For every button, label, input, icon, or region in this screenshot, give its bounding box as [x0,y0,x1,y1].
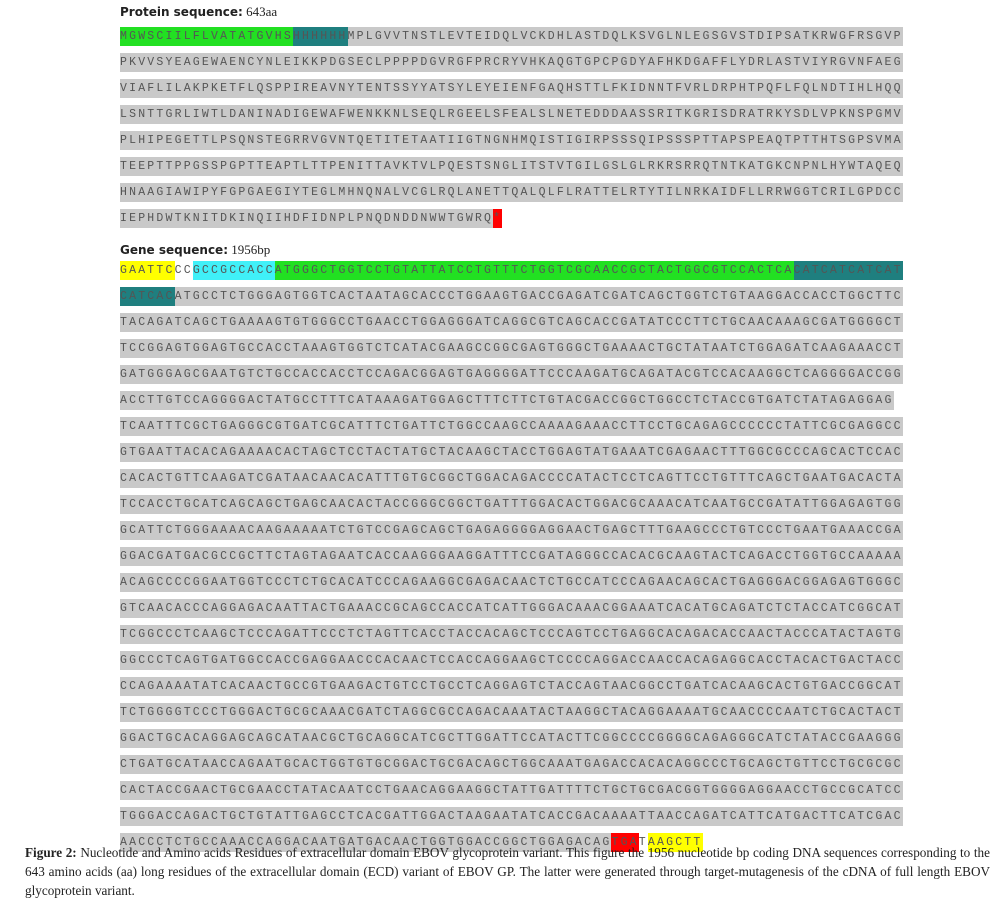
highlighted-segment: GCCGCCACC [192,261,275,280]
highlighted-segment: TGA [611,833,639,852]
highlighted-segment: * [493,209,503,228]
sequence-line: CATCACATGCCTCTGGGAGTGGTCACTAATAGCACCCTGG… [120,287,920,306]
protein-block: Protein sequence: 643aa MGWSCIILFLVATATG… [120,4,920,228]
sequence-line: TCAATTTCGCTGAGGGCGTGATCGCATTTCTGATTCTGGC… [120,417,920,436]
gene-block: Gene sequence: 1956bp GAATTCCCGCCGCCACCA… [120,242,920,852]
sequence-segment: TCCACCTGCATCAGCAGCTGAGCAACACTACCGGGCGGCT… [120,495,903,514]
sequence-segment: CACTACCGAACTGCGAACCTATACAATCCTGAACAGGAAG… [120,781,903,800]
sequence-segment: IEPHDWTKNITDKINQIIHDFIDNPLPNQDNDDNWWTGWR… [120,209,494,228]
sequence-line: CCAGAAAATATCACAACTGCCGTGAAGACTGTCCTGCCTC… [120,677,920,696]
highlighted-segment: CATCATCATCAT [793,261,903,280]
sequence-segment: CCAGAAAATATCACAACTGCCGTGAAGACTGTCCTGCCTC… [120,677,903,696]
highlighted-segment: GAATTC [120,261,175,280]
protein-label: Protein sequence: [120,5,243,19]
sequence-segment: TEEPTTPPGSSPGPTTEAPTLTTPENITTAVKTVLPQEST… [120,157,903,176]
sequence-segment: TGGGACCAGACTGCTGTATTGAGCCTCACGATTGGACTAA… [120,807,903,826]
caption: Figure 2: Nucleotide and Amino acids Res… [25,843,990,900]
sequence-segment: CTGATGCATAACCAGAATGCACTGGTGTGCGGACTGCGAC… [120,755,903,774]
sequence-segment: MPLGVVTNSTLEVTEIDQLVCKDHLASTDQLKSVGLNLEG… [347,27,903,46]
sequence-line: GGACGATGACGCCGCTTCTAGTAGAATCACCAAGGGAAGG… [120,547,920,566]
sequence-line: GCATTCTGGGAAAACAAGAAAAATCTGTCCGAGCAGCTGA… [120,521,920,540]
sequence-segment: AACCCTCTGCCAAACCAGGACAATGATGACAACTGGTGGA… [120,833,612,852]
sequence-line: TGGGACCAGACTGCTGTATTGAGCCTCACGATTGGACTAA… [120,807,920,826]
sequence-segment: LSNTTGRLIWTLDANINADIGEWAFWENKKNLSEQLRGEE… [120,105,903,124]
sequence-line: TEEPTTPPGSSPGPTTEAPTLTTPENITTAVKTVLPQEST… [120,157,920,176]
sequence-line: GATGGGAGCGAATGTCTGCCACCACCTCCAGACGGAGTGA… [120,365,920,384]
gene-header: Gene sequence: 1956bp [120,242,920,258]
caption-label: Figure 2: [25,845,77,860]
sequence-line: ACCTTGTCCAGGGGACTATGCCTTTCATAAAGATGGAGCT… [120,391,920,410]
sequence-segment: GTGAATTACACAGAAAACACTAGCTCCTACTATGCTACAA… [120,443,903,462]
sequence-segment: GGACTGCACAGGAGCAGCATAACGCTGCAGGCATCGCTTG… [120,729,903,748]
caption-text: Nucleotide and Amino acids Residues of e… [25,845,990,898]
sequence-line: IEPHDWTKNITDKINQIIHDFIDNPLPNQDNDDNWWTGWR… [120,209,920,228]
sequence-line: LSNTTGRLIWTLDANINADIGEWAFWENKKNLSEQLRGEE… [120,105,920,124]
sequence-line: HNAAGIAWIPYFGPGAEGIYTEGLMHNQNALVCGLRQLAN… [120,183,920,202]
sequence-line: ACAGCCCCGGAATGGTCCCTCTGCACATCCCAGAAGGCGA… [120,573,920,592]
sequence-line: GTCAACACCCAGGAGACAATTACTGAAACCGCAGCCACCA… [120,599,920,618]
sequence-segment: TCAATTTCGCTGAGGGCGTGATCGCATTTCTGATTCTGGC… [120,417,903,436]
sequence-line: TCCGGAGTGGAGTGCCACCTAAAGTGGTCTCATACGAAGC… [120,339,920,358]
highlighted-segment: AAGCTT [647,833,703,852]
sequence-segment: TACAGATCAGCTGAAAAGTGTGGGCCTGAACCTGGAGGGA… [120,313,903,332]
highlighted-segment: MGWSCIILFLVATATGVHS [120,27,293,46]
highlighted-segment: ATGGGCTGGTCCTGTATTATCCTGTTTCTGGTCGCAACCG… [274,261,794,280]
sequence-line: CTGATGCATAACCAGAATGCACTGGTGTGCGGACTGCGAC… [120,755,920,774]
sequence-line: GGACTGCACAGGAGCAGCATAACGCTGCAGGCATCGCTTG… [120,729,920,748]
protein-length: 643aa [246,4,278,19]
sequence-segment: PKVVSYEAGEWAENCYNLEIKKPDGSECLPPPPDGVRGFP… [120,53,903,72]
sequence-segment: TCCGGAGTGGAGTGCCACCTAAAGTGGTCTCATACGAAGC… [120,339,903,358]
gene-sequence: GAATTCCCGCCGCCACCATGGGCTGGTCCTGTATTATCCT… [120,261,920,852]
sequence-line: PLHIPEGETTLPSQNSTEGRRVGVNTQETITETAATIIGT… [120,131,920,150]
sequence-segment: HNAAGIAWIPYFGPGAEGIYTEGLMHNQNALVCGLRQLAN… [120,183,903,202]
sequence-segment: ATGCCTCTGGGAGTGGTCACTAATAGCACCCTGGAAGTGA… [174,287,903,306]
sequence-segment: GTCAACACCCAGGAGACAATTACTGAAACCGCAGCCACCA… [120,599,903,618]
sequence-line: CACACTGTTCAAGATCGATAACAACACATTTGTGCGGCTG… [120,469,920,488]
sequence-line: TCTGGGGTCCCTGGGACTGCGCAAACGATCTAGGCGCCAG… [120,703,920,722]
highlighted-segment: T [638,833,648,852]
sequence-segment: GATGGGAGCGAATGTCTGCCACCACCTCCAGACGGAGTGA… [120,365,903,384]
sequence-segment: PLHIPEGETTLPSQNSTEGRRVGVNTQETITETAATIIGT… [120,131,903,150]
highlighted-segment: HHHHHH [292,27,348,46]
gene-length: 1956bp [231,242,271,257]
sequence-line: AACCCTCTGCCAAACCAGGACAATGATGACAACTGGTGGA… [120,833,920,852]
sequence-line: PKVVSYEAGEWAENCYNLEIKKPDGSECLPPPPDGVRGFP… [120,53,920,72]
gene-label: Gene sequence: [120,243,228,257]
sequence-line: GTGAATTACACAGAAAACACTAGCTCCTACTATGCTACAA… [120,443,920,462]
sequence-segment: VIAFLILAKPKETFLQSPPIREAVNYTENTSSYYATSYLE… [120,79,903,98]
sequence-segment: TCTGGGGTCCCTGGGACTGCGCAAACGATCTAGGCGCCAG… [120,703,903,722]
sequence-line: CACTACCGAACTGCGAACCTATACAATCCTGAACAGGAAG… [120,781,920,800]
sequence-line: GGCCCTCAGTGATGGCCACCGAGGAACCCACAACTCCACC… [120,651,920,670]
highlighted-segment: CATCAC [120,287,175,306]
sequence-line: TCGGCCCTCAAGCTCCCAGATTCCCTCTAGTTCACCTACC… [120,625,920,644]
sequence-segment: CACACTGTTCAAGATCGATAACAACACATTTGTGCGGCTG… [120,469,903,488]
highlighted-segment: CC [174,261,193,280]
sequence-segment: TCGGCCCTCAAGCTCCCAGATTCCCTCTAGTTCACCTACC… [120,625,903,644]
sequence-line: TCCACCTGCATCAGCAGCTGAGCAACACTACCGGGCGGCT… [120,495,920,514]
protein-sequence: MGWSCIILFLVATATGVHSHHHHHHMPLGVVTNSTLEVTE… [120,27,920,228]
sequence-segment: GGACGATGACGCCGCTTCTAGTAGAATCACCAAGGGAAGG… [120,547,903,566]
sequence-segment: GCATTCTGGGAAAACAAGAAAAATCTGTCCGAGCAGCTGA… [120,521,903,540]
sequence-line: TACAGATCAGCTGAAAAGTGTGGGCCTGAACCTGGAGGGA… [120,313,920,332]
sequence-segment: ACCTTGTCCAGGGGACTATGCCTTTCATAAAGATGGAGCT… [120,391,894,410]
sequence-line: MGWSCIILFLVATATGVHSHHHHHHMPLGVVTNSTLEVTE… [120,27,920,46]
sequence-segment: ACAGCCCCGGAATGGTCCCTCTGCACATCCCAGAAGGCGA… [120,573,903,592]
sequence-segment: GGCCCTCAGTGATGGCCACCGAGGAACCCACAACTCCACC… [120,651,903,670]
sequence-line: GAATTCCCGCCGCCACCATGGGCTGGTCCTGTATTATCCT… [120,261,920,280]
sequence-line: VIAFLILAKPKETFLQSPPIREAVNYTENTSSYYATSYLE… [120,79,920,98]
protein-header: Protein sequence: 643aa [120,4,920,20]
